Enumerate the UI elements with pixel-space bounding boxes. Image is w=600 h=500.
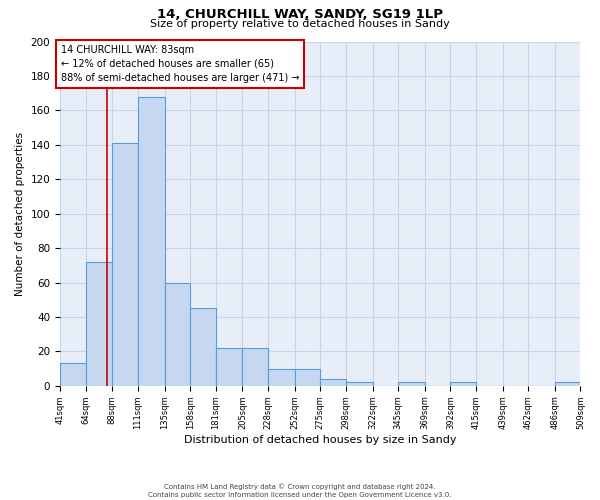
- Bar: [555, 382, 580, 386]
- X-axis label: Distribution of detached houses by size in Sandy: Distribution of detached houses by size …: [184, 435, 457, 445]
- Text: 14 CHURCHILL WAY: 83sqm
← 12% of detached houses are smaller (65)
88% of semi-de: 14 CHURCHILL WAY: 83sqm ← 12% of detache…: [61, 45, 299, 83]
- Y-axis label: Number of detached properties: Number of detached properties: [15, 132, 25, 296]
- Text: 14, CHURCHILL WAY, SANDY, SG19 1LP: 14, CHURCHILL WAY, SANDY, SG19 1LP: [157, 8, 443, 20]
- Bar: [216, 348, 242, 386]
- Bar: [190, 308, 216, 386]
- Bar: [398, 382, 425, 386]
- Bar: [86, 262, 112, 386]
- Text: Size of property relative to detached houses in Sandy: Size of property relative to detached ho…: [150, 19, 450, 29]
- Text: Contains HM Land Registry data © Crown copyright and database right 2024.
Contai: Contains HM Land Registry data © Crown c…: [148, 484, 452, 498]
- Bar: [138, 96, 164, 386]
- Bar: [268, 368, 295, 386]
- Bar: [112, 143, 138, 386]
- Bar: [295, 368, 320, 386]
- Bar: [451, 382, 476, 386]
- Bar: [320, 379, 346, 386]
- Bar: [164, 282, 190, 386]
- Bar: [242, 348, 268, 386]
- Bar: [346, 382, 373, 386]
- Bar: [60, 364, 86, 386]
